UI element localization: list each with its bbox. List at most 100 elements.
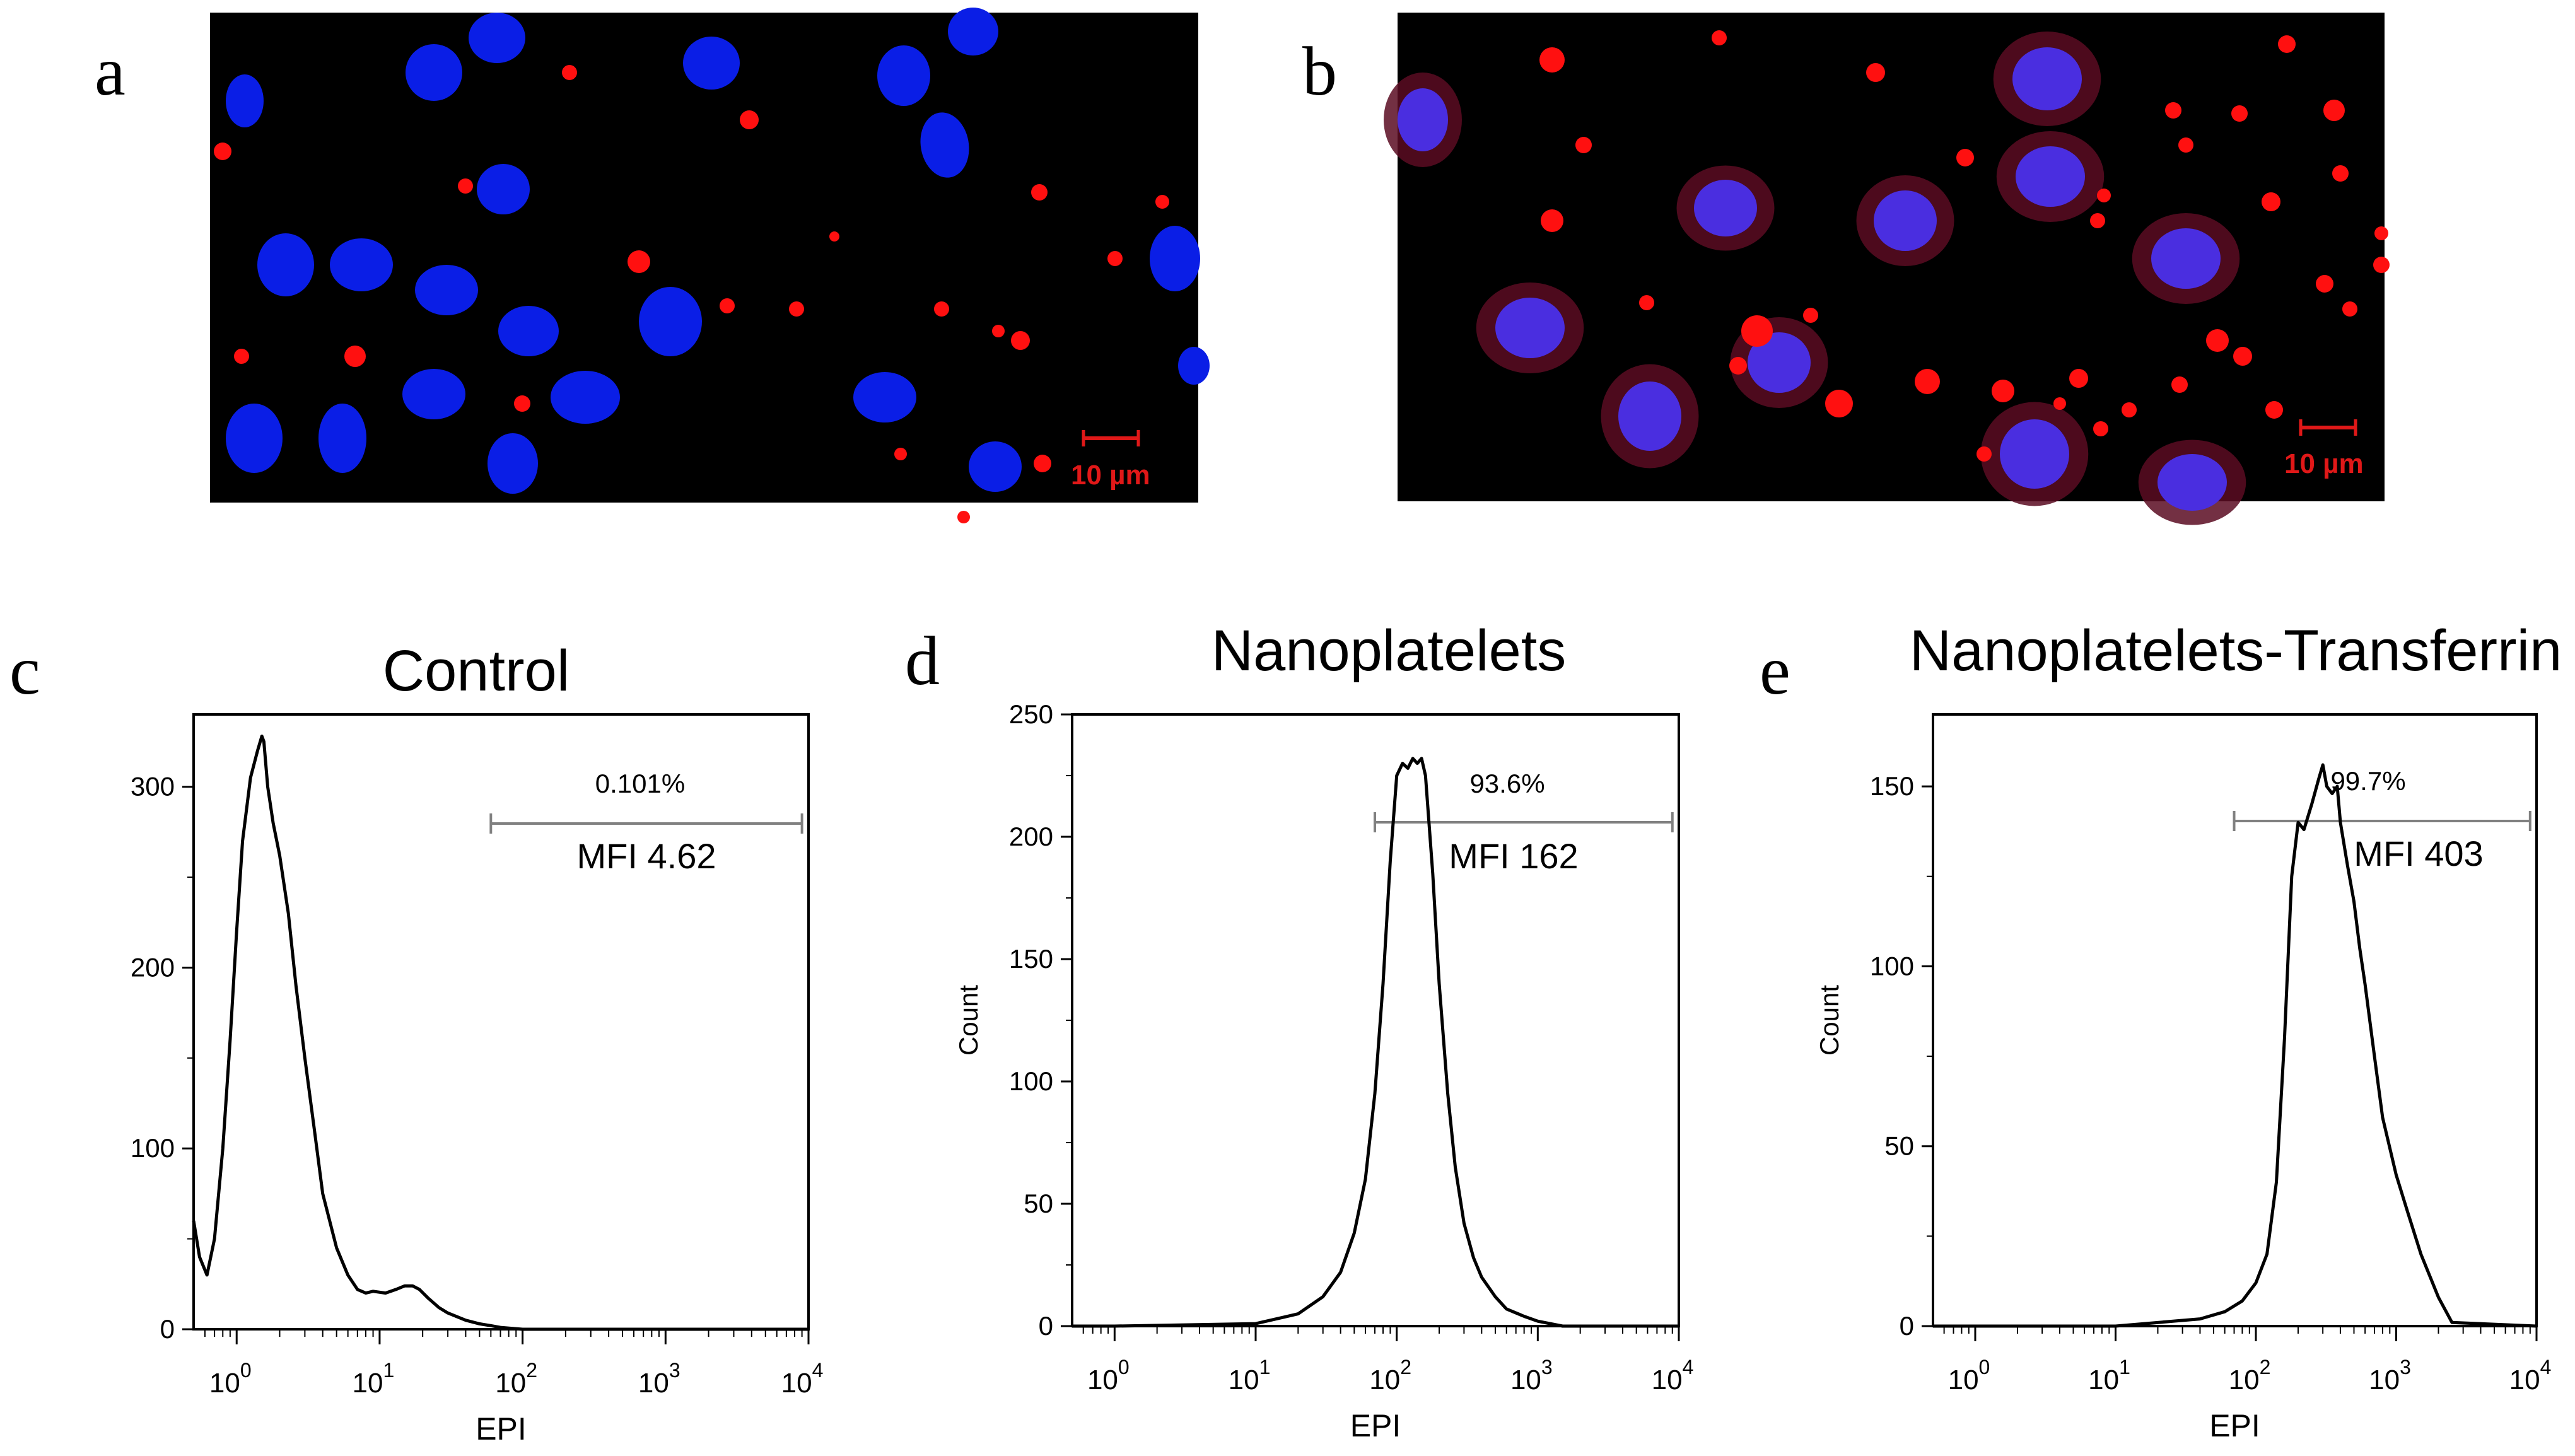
y-tick-label-d-1: 50 <box>1024 1189 1053 1218</box>
red-particle <box>2342 301 2357 317</box>
x-tick-label-c-0: 100 <box>209 1359 252 1399</box>
y-tick-label-e-3: 150 <box>1870 771 1914 801</box>
cell-nucleus <box>415 265 478 315</box>
red-particle <box>2332 165 2349 182</box>
panel-label-a: a <box>95 33 126 110</box>
red-particle <box>2206 329 2229 352</box>
cell-nucleus <box>257 233 314 296</box>
gate-percent-d: 93.6% <box>1469 769 1544 798</box>
red-particle <box>740 110 759 129</box>
cell-nucleus <box>1874 190 1937 251</box>
red-particle <box>934 301 949 317</box>
red-particle <box>2262 192 2280 211</box>
cell-nucleus <box>406 44 462 101</box>
histogram-d: Nanoplatelets 0 50 100 150 200 250 Count 100 101 1… <box>954 619 1693 1443</box>
chart-title-c: Control <box>383 639 570 703</box>
red-particle <box>1825 390 1853 417</box>
red-particle <box>1575 137 1592 153</box>
red-particle <box>1155 195 1169 209</box>
red-particle <box>2178 137 2193 153</box>
red-particle <box>1866 63 1885 82</box>
cell-nucleus <box>226 404 283 473</box>
y-tick-label-d-2: 100 <box>1009 1066 1053 1096</box>
red-particle <box>2316 275 2333 293</box>
cell-nucleus <box>2016 146 2085 207</box>
histogram-line-e-0 <box>1933 763 2537 1328</box>
histogram-c: Control 0 100 200 300 100 101 102 103 104 EPI 0.101… <box>131 639 823 1447</box>
red-particle <box>1107 251 1123 266</box>
cell-nucleus <box>639 287 702 356</box>
red-particle <box>2373 257 2390 273</box>
cell-nucleus <box>551 371 620 424</box>
chart-title-e: Nanoplatelets-Transferrin <box>1910 619 2562 683</box>
red-particle <box>214 143 231 160</box>
red-particle <box>2265 401 2283 419</box>
red-particle <box>628 250 650 273</box>
cell-nucleus <box>853 372 916 422</box>
x-tick-label-e-4: 104 <box>2509 1356 2552 1395</box>
cell-nucleus <box>488 433 538 494</box>
panel-label-d: d <box>905 622 940 699</box>
gate-percent-e: 99.7% <box>2330 766 2405 796</box>
red-particle <box>2097 189 2111 202</box>
scale-bar-b-label: 10 µm <box>2284 448 2364 479</box>
cell-nucleus <box>1398 88 1448 151</box>
micrograph-b-cells <box>1384 30 2390 525</box>
red-particle <box>1031 184 1048 201</box>
cell-nucleus <box>1694 180 1757 236</box>
panel-label-c: c <box>9 632 40 709</box>
y-tick-label-e-2: 100 <box>1870 951 1914 981</box>
red-particle <box>1712 30 1727 45</box>
y-tick-label-c-2: 200 <box>131 952 175 982</box>
red-particle <box>992 325 1005 337</box>
y-tick-label-c-3: 300 <box>131 772 175 801</box>
red-particle <box>2278 35 2296 53</box>
red-particle <box>234 349 249 364</box>
red-particle <box>2374 226 2388 240</box>
x-axis-label-c: EPI <box>476 1411 527 1447</box>
red-particle <box>1803 308 1818 323</box>
gate-mfi-d: MFI 162 <box>1449 836 1578 876</box>
gate-mfi-c: MFI 4.62 <box>577 836 716 876</box>
x-tick-label-e-2: 102 <box>2229 1356 2271 1395</box>
red-particle <box>1992 380 2014 402</box>
panel-label-b: b <box>1302 33 1337 110</box>
panel-label-e: e <box>1760 632 1790 709</box>
y-tick-label-e-1: 50 <box>1884 1131 1914 1161</box>
x-tick-label-e-0: 100 <box>1948 1356 1990 1395</box>
x-tick-label-c-4: 104 <box>781 1359 824 1399</box>
y-tick-label-d-5: 250 <box>1009 699 1053 729</box>
red-particle <box>1729 357 1747 375</box>
histogram-line-d-0 <box>1072 757 1679 1328</box>
cell-nucleus <box>318 404 366 473</box>
cell-nucleus <box>1178 347 1210 385</box>
x-tick-label-e-1: 101 <box>2088 1356 2130 1395</box>
x-tick-label-e-3: 103 <box>2369 1356 2411 1395</box>
red-particle <box>2171 376 2188 393</box>
cell-nucleus <box>1150 226 1200 291</box>
micrograph-a: 10 µm <box>210 8 1210 523</box>
cell-nucleus <box>330 238 393 291</box>
y-axis-label-e: Count <box>1814 985 1844 1056</box>
red-particle <box>1541 209 1563 232</box>
red-particle <box>1956 149 1974 166</box>
cell-nucleus <box>2158 454 2227 511</box>
red-particle <box>829 231 839 242</box>
histogram-e: Nanoplatelets-Transferrin 0 50 100 150 Count 1… <box>1814 619 2562 1443</box>
cell-nucleus <box>477 164 530 214</box>
x-tick-label-d-0: 100 <box>1087 1356 1130 1395</box>
y-tick-label-c-1: 100 <box>131 1133 175 1163</box>
cell-nucleus <box>1748 332 1811 393</box>
y-tick-label-e-0: 0 <box>1900 1311 1914 1341</box>
red-particle <box>1977 446 1992 462</box>
cell-nucleus <box>683 37 740 90</box>
cell-nucleus <box>920 112 969 178</box>
x-tick-label-d-4: 104 <box>1652 1356 1694 1395</box>
chart-title-d: Nanoplatelets <box>1212 619 1567 683</box>
x-tick-label-c-1: 101 <box>353 1359 395 1399</box>
red-particle <box>2323 100 2345 121</box>
red-particle <box>2093 421 2108 436</box>
x-tick-label-d-2: 102 <box>1369 1356 1411 1395</box>
red-particle <box>1741 315 1773 347</box>
y-tick-label-d-4: 200 <box>1009 822 1053 851</box>
